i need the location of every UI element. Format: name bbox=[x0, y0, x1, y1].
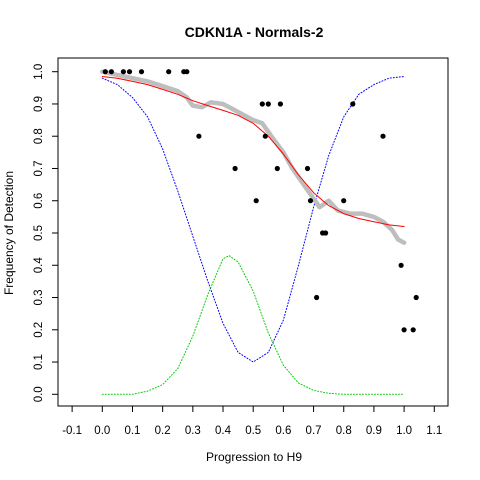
x-tick-label: 0.9 bbox=[366, 425, 382, 437]
plot-content bbox=[100, 69, 419, 395]
x-axis-label: Progression to H9 bbox=[206, 450, 302, 464]
x-tick-label: 1.1 bbox=[426, 425, 442, 437]
y-tick-label: 0.0 bbox=[33, 386, 45, 402]
data-point bbox=[265, 101, 271, 107]
smoothed-detection-curve bbox=[100, 69, 407, 245]
data-point bbox=[138, 69, 145, 75]
x-ticks: -0.1 0.0 0.1 0.2 0.3 0.4 0.5 0.6 0.7 0.8 0.9 1.0 1.1 bbox=[62, 406, 442, 437]
x-tick-label: 0.7 bbox=[306, 425, 322, 437]
data-point bbox=[341, 198, 347, 204]
x-tick-label: 0.3 bbox=[185, 425, 201, 437]
y-tick-label: 0.8 bbox=[33, 128, 45, 144]
x-tick-label: 0.4 bbox=[215, 425, 232, 437]
data-point bbox=[259, 101, 265, 107]
chart-title: CDKN1A - Normals-2 bbox=[185, 24, 324, 40]
data-point bbox=[253, 198, 259, 204]
data-point bbox=[108, 69, 114, 75]
data-point bbox=[102, 69, 108, 75]
x-tick-label: 0.8 bbox=[336, 425, 352, 437]
data-point bbox=[126, 69, 133, 75]
x-tick-label: 0.5 bbox=[245, 425, 261, 437]
x-tick-label: 0.2 bbox=[155, 425, 171, 437]
y-tick-label: 0.9 bbox=[33, 96, 45, 112]
y-axis-label: Frequency of Detection bbox=[2, 171, 16, 295]
y-axis: 0.0 0.1 0.2 0.3 0.4 0.5 0.6 0.7 0.8 0.9 1.0 bbox=[33, 64, 59, 402]
data-point bbox=[262, 133, 268, 139]
y-tick-label: 0.7 bbox=[33, 160, 45, 176]
x-axis: -0.1 0.0 0.1 0.2 0.3 0.4 0.5 0.6 0.7 0.8 0.9 1.0 1.1 bbox=[62, 405, 442, 437]
y-tick-label: 1.0 bbox=[33, 64, 45, 80]
x-tick-label: 0.6 bbox=[275, 425, 291, 437]
data-point bbox=[401, 327, 407, 333]
data-point bbox=[277, 101, 283, 107]
data-point bbox=[232, 165, 238, 172]
data-point bbox=[304, 165, 311, 172]
data-point bbox=[410, 327, 416, 333]
data-point bbox=[413, 294, 419, 301]
data-point bbox=[120, 69, 126, 75]
y-tick-label: 0.6 bbox=[33, 193, 45, 209]
x-tick-label: 0.0 bbox=[94, 425, 110, 437]
data-point bbox=[184, 69, 190, 75]
y-tick-label: 0.1 bbox=[33, 354, 45, 370]
data-point bbox=[398, 262, 404, 268]
x-tick-label: 1.0 bbox=[396, 425, 412, 437]
y-ticks: 0.0 0.1 0.2 0.3 0.4 0.5 0.6 0.7 0.8 0.9 1.0 bbox=[33, 64, 58, 402]
data-point bbox=[314, 294, 320, 301]
y-tick-label: 0.2 bbox=[33, 322, 45, 338]
data-point bbox=[274, 165, 280, 172]
data-point bbox=[196, 133, 202, 139]
fit-curve bbox=[101, 76, 405, 227]
y-tick-label: 0.5 bbox=[33, 225, 45, 241]
x-tick-label: 0.1 bbox=[124, 425, 140, 437]
x-tick-label: -0.1 bbox=[62, 425, 82, 437]
data-point bbox=[307, 198, 314, 204]
data-point bbox=[166, 69, 172, 75]
green-dotted-curve bbox=[101, 255, 405, 395]
y-tick-label: 0.4 bbox=[33, 257, 45, 274]
data-point bbox=[350, 101, 356, 107]
data-point bbox=[323, 230, 329, 236]
y-tick-label: 0.3 bbox=[33, 290, 45, 306]
plot-frame bbox=[57, 57, 449, 407]
data-point bbox=[380, 133, 386, 139]
